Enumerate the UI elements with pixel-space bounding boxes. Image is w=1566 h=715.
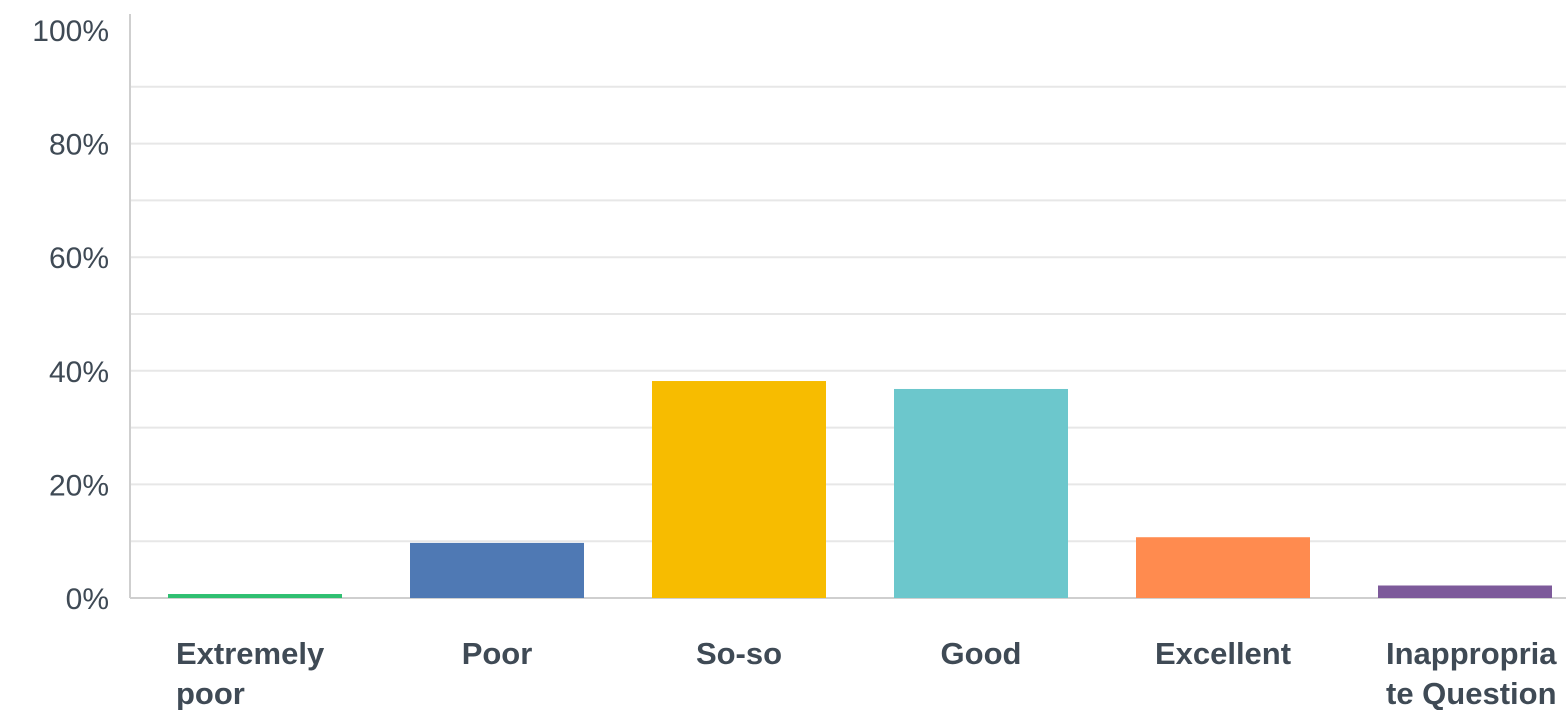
x-tick-label-inappropriate-question: Inappropria te Question (1386, 636, 1557, 710)
y-tick-label-80: 80% (49, 129, 109, 162)
bars (168, 381, 1552, 598)
y-tick-label-40: 40% (49, 356, 109, 389)
x-tick-label-poor: Poor (462, 636, 533, 671)
y-axis-ticks: 0% 20% 40% 60% 80% 100% (32, 15, 109, 616)
axes (129, 14, 1566, 599)
y-tick-label-0: 0% (66, 583, 109, 616)
bar-poor (410, 542, 584, 598)
x-tick-label-excellent: Excellent (1155, 636, 1291, 671)
y-tick-label-60: 60% (49, 242, 109, 275)
bar-inappropriate-question (1378, 585, 1552, 598)
x-tick-label-good: Good (941, 636, 1022, 671)
x-tick-label-extremely-poor: Extremely poor (176, 636, 325, 710)
bar-excellent (1136, 537, 1310, 598)
bar-good (894, 388, 1068, 598)
x-axis-labels: Extremely poor Poor So-so Good Excellent Inapp… (176, 636, 1557, 711)
grid-lines (130, 85, 1566, 543)
x-tick-label-so-so: So-so (696, 636, 782, 671)
bar-extremely-poor (168, 594, 342, 598)
y-tick-label-100: 100% (32, 15, 109, 48)
bar-so-so (652, 381, 826, 598)
y-tick-label-20: 20% (49, 469, 109, 502)
